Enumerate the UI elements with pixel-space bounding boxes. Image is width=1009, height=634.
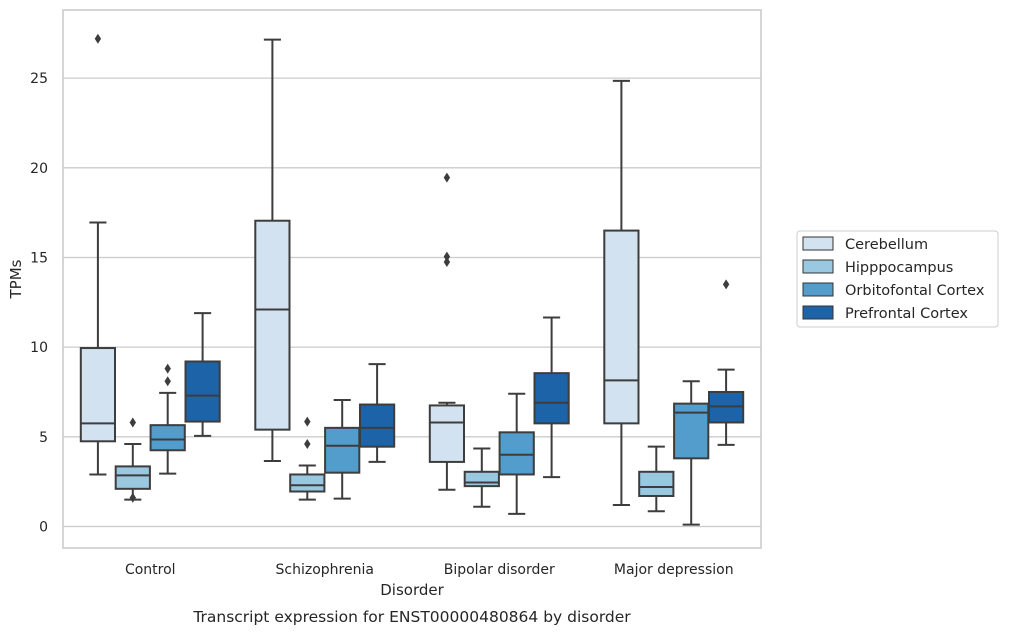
box-plots <box>79 33 745 526</box>
box-plot <box>428 172 466 491</box>
legend-label: Cerebellum <box>845 237 928 253</box>
y-tick-label: 15 <box>30 250 48 266</box>
box-iqr <box>114 465 151 490</box>
legend-label: Prefrontal Cortex <box>845 306 968 322</box>
box-plot <box>673 380 710 526</box>
legend-label: Orbitofontal Cortex <box>845 283 985 299</box>
outlier-point <box>129 492 136 503</box>
outlier-point <box>443 256 451 267</box>
box-iqr <box>533 372 570 425</box>
outlier-point <box>164 363 171 374</box>
box-iqr <box>463 470 500 488</box>
chart-caption: Transcript expression for ENST0000048086… <box>192 608 631 626</box>
y-tick-label: 20 <box>30 161 48 177</box>
x-tick-label: Bipolar disorder <box>444 562 555 578</box>
legend-label: Hipppocampus <box>845 260 953 276</box>
box-plot <box>114 417 151 503</box>
outlier-point <box>164 376 171 387</box>
y-axis-title: TPMs <box>7 259 25 299</box>
box-iqr <box>603 229 640 425</box>
x-axis-title: Disorder <box>380 581 444 599</box>
y-tick-label: 0 <box>39 519 48 535</box>
box-iqr <box>498 431 535 476</box>
box-plot <box>184 312 221 437</box>
y-tick-labels: 0 5 10 15 20 25 <box>30 71 48 535</box>
y-tick-label: 10 <box>30 340 48 356</box>
box-iqr <box>289 473 326 493</box>
box-plot <box>463 447 500 508</box>
outlier-point <box>722 279 730 290</box>
box-plot <box>498 392 535 515</box>
outlier-point <box>443 251 451 262</box>
legend-swatch <box>802 259 834 274</box>
legend-swatch <box>802 282 834 297</box>
box-plot <box>358 363 396 463</box>
plot-frame <box>62 9 762 549</box>
box-plot <box>533 316 570 479</box>
box-plot <box>603 79 640 506</box>
legend-frame <box>796 230 999 328</box>
outlier-point <box>304 438 311 449</box>
box-iqr <box>79 347 117 443</box>
outlier-point <box>129 417 136 428</box>
box-plot <box>289 416 326 501</box>
box-iqr <box>358 403 396 448</box>
legend-swatch <box>802 305 834 320</box>
outlier-point <box>304 416 311 427</box>
box-iqr <box>638 470 675 497</box>
box-iqr <box>324 426 361 474</box>
box-plot <box>707 279 745 446</box>
x-tick-label: Major depression <box>614 562 734 578</box>
box-plot <box>324 399 361 500</box>
outlier-point <box>94 33 102 44</box>
legend-swatch <box>802 236 834 251</box>
box-iqr <box>428 404 466 463</box>
box-iqr <box>184 360 221 423</box>
box-plot <box>149 363 186 475</box>
x-tick-label: Schizophrenia <box>276 562 374 578</box>
box-iqr <box>149 424 186 452</box>
box-plot <box>254 38 291 463</box>
box-plot <box>79 33 117 476</box>
box-plot <box>638 445 675 513</box>
x-tick-label: Control <box>125 562 176 578</box>
box-iqr <box>254 219 291 431</box>
x-tick-labels: Control Schizophrenia Bipolar disorder Majo… <box>125 562 734 578</box>
legend: Cerebellum Hipppocampus Orbitofontal Corte… <box>796 230 999 328</box>
outlier-point <box>443 172 451 183</box>
y-tick-label: 5 <box>39 430 48 446</box>
y-tick-label: 25 <box>30 71 48 87</box>
